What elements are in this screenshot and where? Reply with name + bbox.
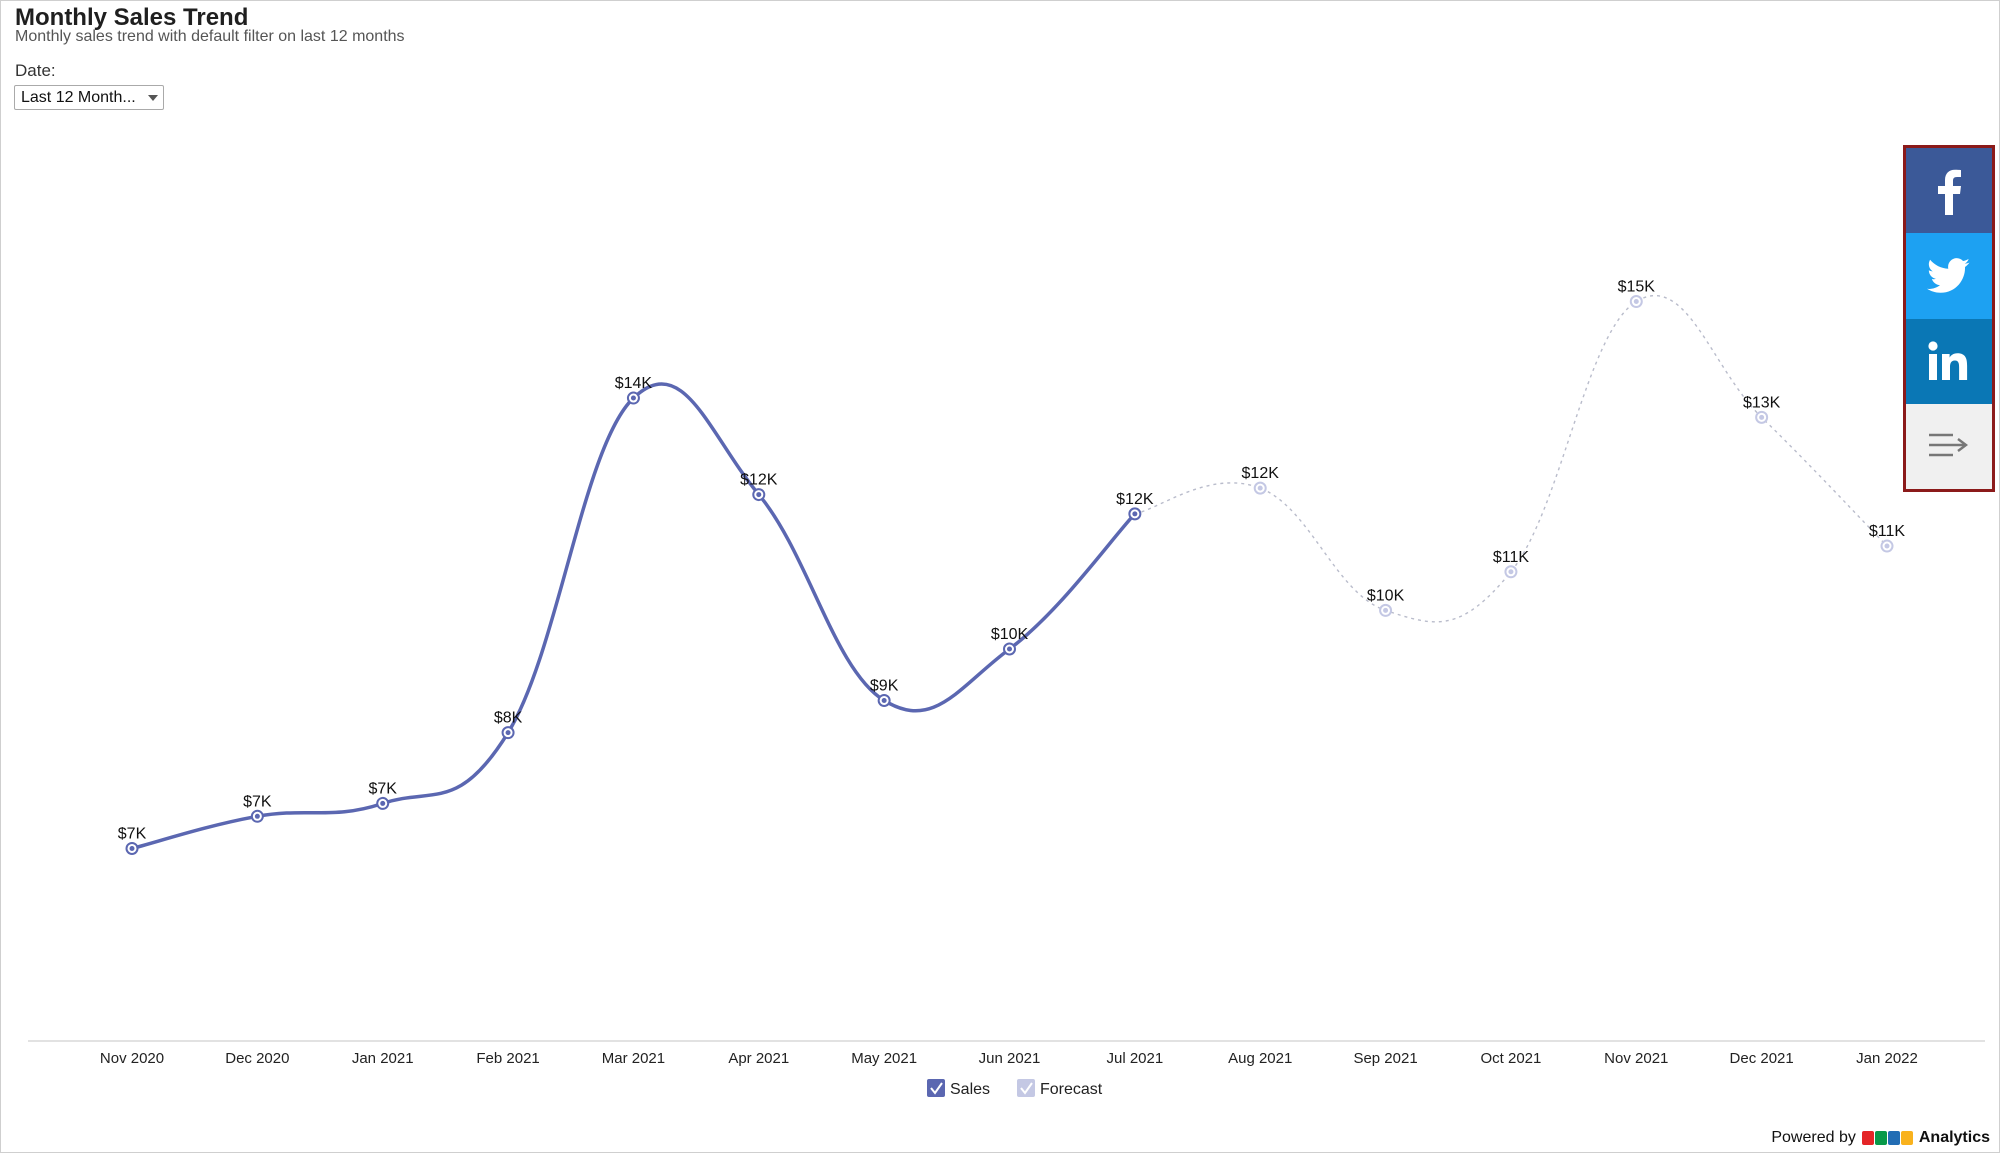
checkmark-icon xyxy=(930,1082,943,1095)
share-more-button[interactable] xyxy=(1906,403,1992,489)
x-tick-label: Feb 2021 xyxy=(476,1050,539,1067)
legend-label-sales[interactable]: Sales xyxy=(950,1081,990,1098)
x-tick-label: Nov 2021 xyxy=(1604,1050,1668,1067)
legend-swatch-forecast[interactable] xyxy=(1017,1079,1035,1097)
data-point-core xyxy=(756,492,762,498)
data-label: $9K xyxy=(870,677,899,694)
x-tick-label: Mar 2021 xyxy=(602,1050,665,1067)
page-title: Monthly Sales Trend xyxy=(15,4,249,31)
data-point-core xyxy=(881,697,887,703)
x-tick-label: Apr 2021 xyxy=(728,1050,789,1067)
data-point-core xyxy=(505,730,511,736)
data-point-core xyxy=(129,845,135,851)
twitter-share-button[interactable] xyxy=(1906,233,1992,319)
x-tick-label: Aug 2021 xyxy=(1228,1050,1292,1067)
product-name: Analytics xyxy=(1918,1129,1990,1146)
checkmark-icon xyxy=(1020,1082,1033,1095)
data-point-core xyxy=(1132,511,1138,517)
powered-by-footer: Powered by Analytics xyxy=(1771,1129,1990,1147)
data-label: $8K xyxy=(494,710,523,727)
data-label: $15K xyxy=(1618,279,1656,296)
x-tick-label: Dec 2020 xyxy=(225,1050,289,1067)
linkedin-icon xyxy=(1928,341,1968,381)
series-line-sales xyxy=(131,382,1137,851)
data-point-core xyxy=(1884,543,1890,549)
data-label: $12K xyxy=(1116,491,1154,508)
data-label: $11K xyxy=(1869,523,1906,540)
x-tick-label: May 2021 xyxy=(851,1050,917,1067)
data-point-core xyxy=(254,813,260,819)
x-tick-label: Jan 2021 xyxy=(352,1050,414,1067)
twitter-icon xyxy=(1927,258,1970,293)
facebook-icon xyxy=(1938,169,1961,215)
data-label: $13K xyxy=(1743,394,1781,411)
data-point-core xyxy=(1007,646,1012,652)
x-tick-label: Sep 2021 xyxy=(1353,1050,1417,1067)
legend-label-forecast[interactable]: Forecast xyxy=(1040,1081,1103,1098)
linkedin-share-button[interactable] xyxy=(1906,318,1992,404)
zoho-logo[interactable] xyxy=(1861,1131,1913,1145)
chevron-down-icon xyxy=(148,95,158,101)
date-filter-label: Date: xyxy=(15,61,56,80)
x-tick-label: Dec 2021 xyxy=(1730,1050,1794,1067)
zoho-logo-block xyxy=(1861,1131,1874,1145)
data-point-core xyxy=(1759,414,1765,420)
x-tick-label: Jan 2022 xyxy=(1856,1050,1918,1067)
data-point-core xyxy=(1257,485,1263,491)
page-subtitle: Monthly sales trend with default filter … xyxy=(15,28,405,45)
data-point-core xyxy=(630,395,636,401)
data-label: $7K xyxy=(243,793,272,810)
share-menu-icon xyxy=(1929,434,1968,457)
data-label: $11K xyxy=(1493,549,1530,566)
data-label: $14K xyxy=(615,375,653,392)
share-toolbar xyxy=(1903,145,1995,492)
data-label: $12K xyxy=(1242,465,1280,482)
data-point-core xyxy=(380,800,386,806)
data-label: $10K xyxy=(1367,587,1405,604)
data-label: $10K xyxy=(991,626,1029,643)
data-label: $12K xyxy=(740,472,778,489)
zoho-logo-block xyxy=(1887,1131,1900,1145)
powered-by-text: Powered by xyxy=(1771,1129,1856,1146)
data-label: $7K xyxy=(118,825,147,842)
zoho-logo-block xyxy=(1874,1131,1887,1145)
data-point-core xyxy=(1383,607,1389,613)
x-tick-label: Jun 2021 xyxy=(979,1050,1041,1067)
data-label: $7K xyxy=(368,780,397,797)
x-tick-label: Jul 2021 xyxy=(1106,1050,1163,1067)
data-point-core xyxy=(1508,569,1514,575)
facebook-share-button[interactable] xyxy=(1906,148,1992,234)
date-filter-value: Last 12 Month... xyxy=(21,89,136,106)
legend-swatch-sales[interactable] xyxy=(927,1079,945,1097)
x-tick-label: Nov 2020 xyxy=(100,1050,164,1067)
data-point-core xyxy=(1633,299,1639,305)
x-tick-label: Oct 2021 xyxy=(1480,1050,1541,1067)
date-filter-dropdown[interactable]: Last 12 Month... xyxy=(14,85,164,110)
zoho-logo-block xyxy=(1900,1131,1913,1145)
